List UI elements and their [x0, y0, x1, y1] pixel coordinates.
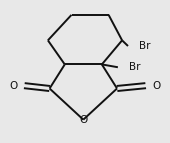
Text: O: O	[152, 81, 161, 91]
Text: Br: Br	[129, 62, 140, 72]
Text: O: O	[79, 115, 87, 125]
Text: O: O	[9, 81, 18, 91]
Text: Br: Br	[139, 41, 150, 51]
